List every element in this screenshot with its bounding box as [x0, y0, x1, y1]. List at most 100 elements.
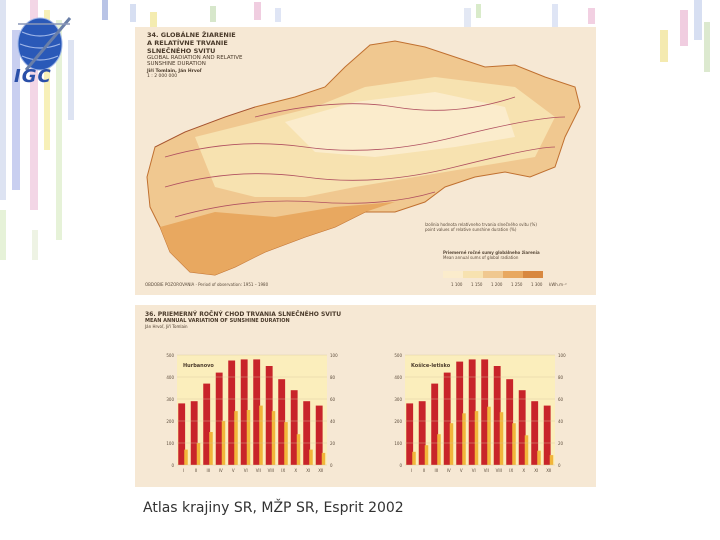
bar-possible-X — [518, 390, 526, 465]
x-tick-label: VII — [484, 468, 489, 473]
plot-area — [177, 355, 327, 465]
map-authors: Jiří Tomlain, Ján Hrvoľ — [147, 69, 203, 74]
legend-class-3: 1 250 — [511, 282, 523, 287]
map-title-en-1: GLOBAL RADIATION AND RELATIVE — [147, 55, 243, 61]
bar-possible-VI — [468, 359, 476, 465]
y2-tick-label: 40 — [558, 419, 564, 424]
bar-actual-VI — [246, 410, 251, 465]
x-tick-label: XI — [534, 468, 538, 473]
bar-possible-II — [418, 401, 426, 465]
plot-area — [405, 355, 555, 465]
bar-possible-III — [431, 383, 439, 465]
y2-tick-label: 0 — [558, 463, 561, 468]
map-legend-scale: 1 100 1 150 1 200 1 250 1 300 kWh.m⁻² — [443, 271, 593, 293]
x-tick-label: VII — [256, 468, 261, 473]
slovakia-map — [146, 40, 581, 276]
x-tick-label: XII — [546, 468, 551, 473]
bar-possible-VIII — [265, 366, 273, 465]
charts-title-sk: 36. PRIEMERNÝ ROČNÝ CHOD TRVANIA SLNEČNÉ… — [145, 311, 342, 318]
bar-possible-VII — [481, 359, 489, 465]
x-tick-label: VI — [244, 468, 248, 473]
x-tick-label: IV — [447, 468, 451, 473]
bar-possible-IV — [443, 372, 451, 465]
y-tick-label: 100 — [394, 441, 402, 446]
map-title-sk-1: 34. GLOBÁLNE ŽIARENIE — [147, 31, 236, 39]
x-tick-label: II — [423, 468, 425, 473]
globe-icon — [17, 17, 72, 71]
y-tick-label: 200 — [394, 419, 402, 424]
map-scale: 1 : 2 000 000 — [147, 74, 178, 79]
bar-possible-V — [456, 361, 464, 465]
y2-tick-label: 20 — [558, 441, 564, 446]
bar-actual-X — [524, 435, 529, 465]
x-tick-label: XI — [306, 468, 310, 473]
bar-possible-XI — [531, 401, 539, 465]
y-tick-label: 100 — [166, 441, 174, 446]
image-caption: Atlas krajiny SR, MŽP SR, Esprit 2002 — [143, 500, 404, 516]
bar-actual-I — [184, 449, 188, 465]
legend-title-sk: Priemerné ročné sumy globálneho žiarenia — [443, 250, 540, 255]
bar-actual-IX — [512, 423, 516, 465]
y-tick-label: 300 — [394, 397, 402, 402]
bar-possible-X — [290, 390, 298, 465]
x-tick-label: VIII — [268, 468, 274, 473]
bar-actual-IV — [449, 423, 454, 465]
y-tick-label: 0 — [399, 463, 402, 468]
bar-possible-XI — [303, 401, 311, 465]
bar-actual-V — [234, 411, 238, 465]
map-title: 34. GLOBÁLNE ŽIARENIE A RELATÍVNE TRVANI… — [147, 31, 242, 79]
bar-possible-VI — [240, 359, 248, 465]
legend-class-4: 1 300 — [531, 282, 543, 287]
x-tick-label: VI — [472, 468, 476, 473]
charts-authors: Ján Hrvoľ, Jiří Tomlain — [145, 324, 188, 329]
y2-tick-label: 0 — [330, 463, 333, 468]
bar-actual-II — [424, 445, 429, 465]
bar-actual-VIII — [271, 411, 276, 465]
y2-tick-label: 20 — [330, 441, 336, 446]
bar-actual-VIII — [499, 412, 504, 465]
x-tick-label: X — [294, 468, 297, 473]
bar-possible-I — [178, 403, 186, 465]
charts-title-en: MEAN ANNUAL VARIATION OF SUNSHINE DURATI… — [145, 318, 290, 324]
y2-tick-label: 60 — [558, 397, 564, 402]
bar-possible-IX — [506, 379, 514, 465]
map-title-sk-2: A RELATÍVNE TRVANIE — [147, 39, 228, 47]
bar-possible-XII — [315, 405, 323, 465]
y2-tick-label: 100 — [330, 353, 338, 358]
y-tick-label: 500 — [394, 353, 402, 358]
map-legend-title: Priemerné ročné sumy globálneho žiarenia… — [443, 250, 583, 261]
bar-actual-I — [412, 451, 416, 465]
bar-actual-V — [462, 413, 466, 465]
x-tick-label: II — [195, 468, 197, 473]
x-tick-label: III — [206, 468, 210, 473]
y-tick-label: 400 — [394, 375, 402, 380]
igc-logo — [8, 10, 78, 100]
bar-possible-III — [203, 383, 211, 465]
legend-class-2: 1 200 — [491, 282, 503, 287]
bar-possible-IV — [215, 372, 223, 465]
y-tick-label: 400 — [166, 375, 174, 380]
legend-note-sk: Izolínia hodnota relatívneho trvania sln… — [425, 222, 537, 227]
bar-possible-VII — [253, 359, 261, 465]
x-tick-label: VIII — [496, 468, 502, 473]
station-label-right: Košice-letisko — [411, 362, 451, 369]
bar-actual-XI — [309, 449, 313, 465]
x-tick-label: IX — [509, 468, 513, 473]
y-tick-label: 0 — [171, 463, 174, 468]
y2-tick-label: 100 — [558, 353, 566, 358]
bar-actual-X — [296, 434, 301, 465]
radiation-map-panel: 34. GLOBÁLNE ŽIARENIE A RELATÍVNE TRVANI… — [135, 27, 596, 295]
bar-possible-V — [228, 360, 236, 465]
x-tick-label: V — [232, 468, 235, 473]
bar-possible-IX — [278, 379, 286, 465]
bar-actual-XII — [549, 455, 554, 465]
legend-class-0: 1 100 — [451, 282, 463, 287]
bar-possible-XII — [543, 405, 551, 465]
legend-class-1: 1 150 — [471, 282, 483, 287]
map-footer: OBDOBIE POZOROVANIA · Period of observat… — [145, 282, 269, 287]
y2-tick-label: 40 — [330, 419, 336, 424]
bar-possible-II — [190, 401, 198, 465]
bar-possible-VIII — [493, 366, 501, 465]
